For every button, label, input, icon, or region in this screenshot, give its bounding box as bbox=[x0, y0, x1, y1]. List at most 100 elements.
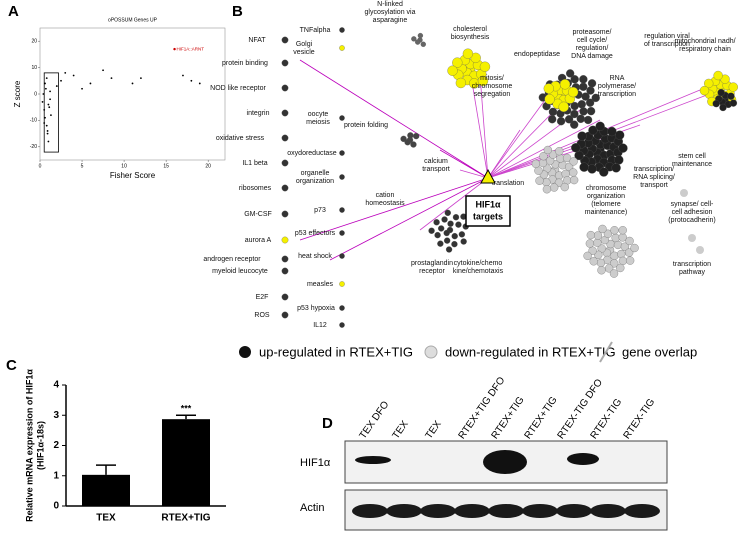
node-label-line: receptor bbox=[419, 268, 445, 275]
node bbox=[574, 150, 584, 161]
node-label-line: transport bbox=[640, 182, 668, 189]
node bbox=[611, 163, 621, 173]
y-axis-label: (HIF1α-18s) bbox=[35, 421, 45, 470]
node bbox=[570, 109, 579, 119]
node bbox=[727, 92, 735, 100]
node bbox=[593, 238, 602, 247]
node bbox=[452, 214, 460, 221]
node bbox=[569, 168, 578, 177]
node-label-line: ribosomes bbox=[239, 185, 272, 192]
node-label-line: integrin bbox=[247, 110, 270, 117]
node-label: cytokine/chemo kine/chemotaxis bbox=[453, 260, 504, 275]
node bbox=[579, 162, 589, 172]
node bbox=[281, 210, 289, 218]
error-bar bbox=[176, 414, 196, 420]
node-label: cholesterol biosynthesis bbox=[451, 26, 490, 41]
node bbox=[566, 69, 575, 78]
node bbox=[713, 70, 723, 81]
x-tick-label: TEX bbox=[96, 513, 116, 524]
node bbox=[428, 227, 435, 234]
node bbox=[564, 115, 574, 124]
scatter-point bbox=[44, 82, 46, 85]
edge bbox=[487, 104, 561, 179]
node bbox=[413, 132, 420, 140]
scatter-point bbox=[198, 82, 201, 85]
node bbox=[570, 75, 579, 84]
node bbox=[607, 126, 617, 137]
node bbox=[613, 240, 623, 250]
node-label-line: chromosome bbox=[472, 83, 513, 90]
scatter-point bbox=[102, 69, 104, 72]
node-label-line: oxidative stress bbox=[216, 135, 265, 142]
node-label-line: regulation/ bbox=[576, 45, 609, 52]
scatter-point bbox=[43, 122, 46, 124]
x-tick-label: 0 bbox=[39, 163, 42, 169]
node-label: Golgi vesicle bbox=[293, 41, 315, 56]
node bbox=[441, 216, 448, 223]
node-label-line: aurora A bbox=[245, 237, 272, 244]
node bbox=[548, 115, 557, 124]
y-tick-label: -10 bbox=[30, 118, 37, 124]
node-label: TNFalpha bbox=[300, 27, 331, 34]
node bbox=[712, 99, 720, 108]
node-label-line: androgen receptor bbox=[203, 256, 261, 263]
node-label-line: translation bbox=[492, 180, 524, 187]
node-label: aurora A bbox=[245, 237, 272, 244]
scatter-point bbox=[45, 124, 48, 127]
scatter-point bbox=[140, 77, 142, 80]
scatter-point bbox=[110, 77, 113, 80]
scatter-point bbox=[55, 85, 58, 87]
bar bbox=[82, 474, 130, 506]
node-label-line: measles bbox=[307, 281, 334, 288]
scatter-point bbox=[48, 106, 51, 109]
node-label: heat shock bbox=[298, 253, 332, 260]
node bbox=[630, 243, 639, 253]
node-label-line: mitochondrial nadh/ bbox=[674, 38, 735, 45]
y-tick-label: 4 bbox=[53, 380, 59, 391]
band bbox=[355, 456, 391, 464]
lane-label: RTEX+TIG bbox=[490, 395, 527, 442]
node bbox=[560, 182, 569, 192]
row-label: Actin bbox=[300, 502, 324, 514]
node bbox=[611, 233, 620, 243]
node bbox=[531, 159, 541, 169]
node-label-line: IL12 bbox=[313, 322, 327, 329]
node-label-line: biosynthesis bbox=[451, 34, 490, 41]
node-label: integrin bbox=[247, 110, 270, 117]
node-label: transcription pathway bbox=[673, 261, 711, 276]
node bbox=[281, 236, 289, 244]
node bbox=[281, 36, 289, 44]
node bbox=[620, 242, 630, 251]
scatter-point bbox=[190, 79, 193, 82]
scatter-point bbox=[45, 77, 48, 80]
node bbox=[615, 130, 625, 140]
scatter-point bbox=[46, 130, 49, 132]
node-label-line: polymerase/ bbox=[598, 83, 636, 90]
scatter-point bbox=[42, 93, 45, 95]
node-label: N-linked glycosylation via asparagine bbox=[365, 1, 416, 24]
node-label-line: myeloid leucocyte bbox=[212, 268, 268, 275]
band bbox=[420, 504, 456, 518]
chart-title: oPOSSUM Genes UP bbox=[108, 17, 158, 23]
node bbox=[598, 224, 607, 234]
node-label: oxydoreductase bbox=[287, 150, 337, 157]
node-label-line: segregation bbox=[474, 91, 511, 98]
node-label-line: homeostasis bbox=[365, 200, 405, 207]
node-label-line: cytokine/chemo bbox=[454, 260, 503, 267]
node bbox=[281, 159, 289, 167]
node bbox=[339, 45, 345, 51]
node bbox=[587, 164, 597, 174]
node-label: synapse/ cell-cell adhesion (protocadheri… bbox=[668, 201, 715, 224]
node-label-line: oocyte bbox=[308, 111, 329, 118]
node-label: ROS bbox=[254, 312, 270, 319]
node bbox=[539, 152, 548, 161]
scatter-point bbox=[41, 101, 44, 103]
node-label-line: endopeptidase bbox=[514, 51, 560, 58]
node-label-line: calcium bbox=[424, 158, 448, 165]
node bbox=[579, 82, 588, 91]
node bbox=[579, 107, 588, 116]
node-label: cation homeostasis bbox=[365, 192, 405, 207]
node-label-line: transcription/ bbox=[634, 166, 674, 173]
node-label: myeloid leucocyte bbox=[212, 268, 268, 275]
node-label: NOD like receptor bbox=[210, 85, 266, 92]
